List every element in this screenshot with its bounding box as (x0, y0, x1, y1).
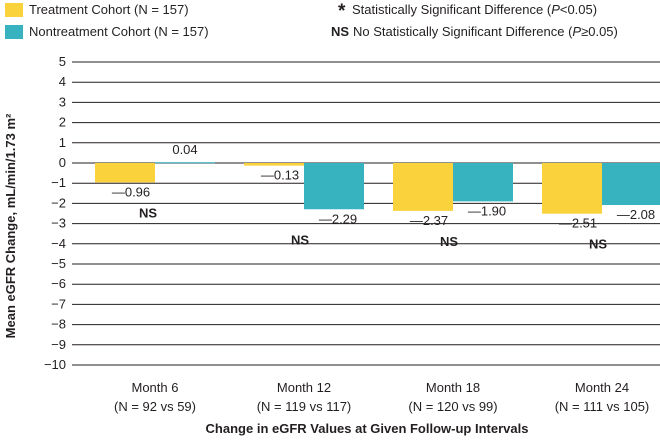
legend-swatch-nontreatment (5, 25, 23, 39)
x-category-sublabel: (N = 120 vs 99) (408, 399, 497, 414)
y-tick-label: 4 (59, 74, 66, 89)
x-axis-title: Change in eGFR Values at Given Follow-up… (206, 421, 529, 436)
legend-ns-symbol: NS (331, 24, 350, 39)
bar-treatment-cohort-month-24 (542, 163, 602, 214)
y-tick-label: −7 (51, 296, 66, 311)
bar-value-label: —2.51 (559, 216, 597, 231)
bar-nontreatment-cohort-month-18 (453, 163, 513, 202)
y-tick-label: −10 (44, 357, 66, 372)
significance-label: NS (589, 237, 607, 252)
legend-label-treatment: Treatment Cohort (N = 157) (29, 2, 189, 17)
y-tick-label: 2 (59, 115, 66, 130)
x-category-sublabel: (N = 92 vs 59) (114, 399, 196, 414)
bars (95, 162, 660, 214)
legend-swatch-treatment (5, 3, 23, 17)
bar-value-label: —2.08 (617, 207, 655, 222)
x-category-label: Month 6 (132, 380, 179, 395)
bar-value-label: —0.96 (112, 184, 150, 199)
significance-label: NS (291, 232, 309, 247)
bar-value-label: —2.37 (410, 213, 448, 228)
bar-value-label: 0.04 (172, 142, 197, 157)
bar-value-label: —0.13 (261, 168, 299, 183)
significance-label: NS (440, 234, 458, 249)
x-category-sublabel: (N = 119 vs 117) (257, 399, 352, 414)
x-category-sublabel: (N = 111 vs 105) (555, 399, 650, 414)
x-category-label: Month 18 (426, 380, 480, 395)
bar-value-label: —2.29 (319, 211, 357, 226)
bar-nontreatment-cohort-month-6 (155, 162, 215, 164)
y-tick-label: −9 (51, 337, 66, 352)
legend-significant-text: Statistically Significant Difference (P<… (352, 2, 598, 17)
bar-nontreatment-cohort-month-24 (602, 163, 660, 206)
x-category-label: Month 24 (575, 380, 629, 395)
y-tick-label: −8 (51, 317, 66, 332)
y-axis-ticks: 5 4 3 2 1 0 −1 −2 −3 −4 −5 −6 −7 −8 −9 −10 (44, 54, 66, 372)
y-tick-label: −1 (51, 175, 66, 190)
legend-label-nontreatment: Nontreatment Cohort (N = 157) (29, 24, 209, 39)
y-tick-label: −6 (51, 276, 66, 291)
legend-not-significant-text: No Statistically Significant Difference … (353, 24, 618, 39)
y-tick-label: 0 (59, 155, 66, 170)
x-category-label: Month 12 (277, 380, 331, 395)
bar-nontreatment-cohort-month-12 (304, 163, 364, 210)
y-tick-label: −3 (51, 216, 66, 231)
bar-treatment-cohort-month-18 (393, 163, 453, 211)
y-tick-label: 1 (59, 135, 66, 150)
bar-treatment-cohort-month-6 (95, 163, 155, 183)
y-tick-label: 3 (59, 94, 66, 109)
y-tick-label: 5 (59, 54, 66, 69)
y-tick-label: −2 (51, 195, 66, 210)
y-tick-label: −4 (51, 236, 66, 251)
significance-label: NS (139, 205, 157, 220)
bar-value-label: —1.90 (468, 203, 506, 218)
significance-star-icon: * (338, 1, 346, 22)
bar-treatment-cohort-month-12 (244, 163, 304, 166)
y-axis-title: Mean eGFR Change, mL/min/1.73 m² (3, 113, 18, 338)
y-tick-label: −5 (51, 256, 66, 271)
data-labels: —0.96 0.04 NS —0.13 —2.29 NS —2.37 —1.90 NS —2.51… (112, 142, 655, 252)
x-axis-categories: Month 6 (N = 92 vs 59) Month 12 (N = 119 vs… (114, 380, 649, 414)
